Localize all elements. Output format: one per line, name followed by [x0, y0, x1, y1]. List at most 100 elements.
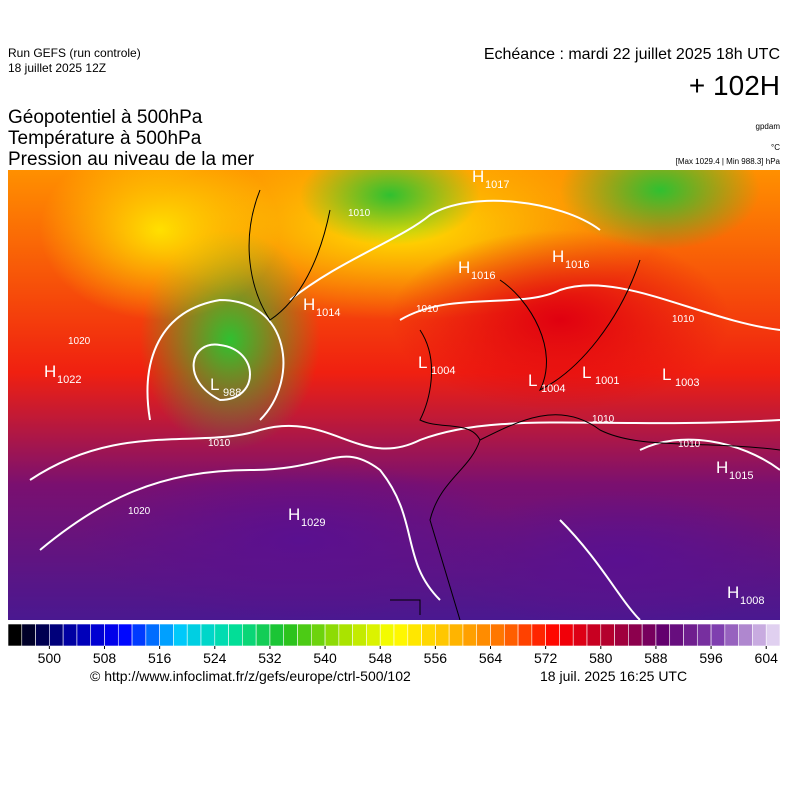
- colorbar-label: 500: [38, 650, 62, 666]
- isobar-label: 1020: [128, 506, 151, 517]
- run: Run GEFS (run controle): [8, 46, 141, 60]
- center-value: 1014: [316, 307, 340, 319]
- colorbar-cell: [503, 623, 519, 647]
- center-value: 1004: [431, 365, 455, 377]
- colorbar-cell: [338, 623, 353, 647]
- center-kind: L: [210, 375, 219, 394]
- colorbar-cell: [545, 623, 560, 647]
- colorbar-cell: [255, 623, 271, 647]
- isobar-label: 1010: [348, 208, 371, 219]
- colorbar-cell: [696, 623, 712, 647]
- isobar-label: 1010: [208, 438, 231, 449]
- center-value: 1003: [675, 377, 699, 389]
- colorbar-cell: [76, 623, 92, 647]
- colorbar-cell: [186, 623, 202, 647]
- colorbar-cell: [752, 623, 767, 647]
- center-value: 1029: [301, 517, 325, 529]
- colorbar-cell: [683, 623, 698, 647]
- center-kind: H: [716, 458, 728, 477]
- colorbar-label: 596: [699, 650, 723, 666]
- colorbar-cell: [614, 623, 629, 647]
- center-kind: H: [727, 583, 739, 602]
- colorbar-label: 580: [589, 650, 613, 666]
- layer: Pression au niveau de la mer: [8, 149, 255, 170]
- colorbar-cell: [490, 623, 505, 647]
- center-kind: H: [288, 505, 300, 524]
- colorbar-cell: [90, 623, 105, 647]
- run-date: 18 juillet 2025 12Z: [8, 61, 107, 75]
- colorbar-cell: [131, 623, 147, 647]
- colorbar-cell: [655, 623, 671, 647]
- colorbar-cell: [49, 623, 64, 647]
- colorbar-cell: [352, 623, 367, 647]
- colorbar-cell: [710, 623, 726, 647]
- colorbar-cell: [35, 623, 50, 647]
- colorbar-cell: [297, 623, 312, 647]
- isobar-label: 1010: [592, 414, 615, 425]
- colorbar-cell: [724, 623, 739, 647]
- colorbar-cell: [531, 623, 546, 647]
- unit: [Max 1029.4 | Min 988.3] hPa: [675, 157, 780, 166]
- center-value: 1001: [595, 375, 619, 387]
- colorbar-cell: [310, 623, 326, 647]
- center-kind: H: [458, 258, 470, 277]
- center-value: 1004: [541, 383, 565, 395]
- colorbar-cell: [421, 623, 436, 647]
- colorbar-label: 548: [369, 650, 393, 666]
- colorbar-label: 588: [644, 650, 668, 666]
- colorbar-cell: [324, 623, 340, 647]
- isobar-label: 1010: [678, 439, 701, 450]
- colorbar-label: 508: [93, 650, 117, 666]
- colorbar-cell: [407, 623, 422, 647]
- colorbar-cell: [283, 623, 298, 647]
- colorbar-cell: [517, 623, 533, 647]
- colorbar-cell: [738, 623, 753, 647]
- colorbar-label: 556: [424, 650, 448, 666]
- colorbar-cell: [214, 623, 229, 647]
- colorbar-cell: [62, 623, 78, 647]
- center-value: 1008: [740, 595, 764, 607]
- colorbar-cell: [765, 623, 781, 647]
- colorbar-label: 540: [313, 650, 337, 666]
- colorbar-cell: [242, 623, 257, 647]
- center-value: 1016: [471, 270, 495, 282]
- center-value: 1016: [565, 259, 589, 271]
- unit: gpdam: [755, 122, 780, 131]
- colorbar-cell: [448, 623, 464, 647]
- colorbar-cell: [476, 623, 491, 647]
- colorbar-cell: [228, 623, 243, 647]
- colorbar-cell: [669, 623, 684, 647]
- center-kind: H: [472, 167, 484, 186]
- colorbar-cell: [600, 623, 615, 647]
- unit: °C: [771, 143, 780, 152]
- colorbar-cell: [641, 623, 657, 647]
- center-kind: H: [44, 362, 56, 381]
- source: © http://www.infoclimat.fr/z/gefs/europe…: [90, 668, 411, 684]
- colorbar-cell: [572, 623, 588, 647]
- center-kind: H: [552, 247, 564, 266]
- isobar-label: 1010: [416, 304, 439, 315]
- center-value: 1022: [57, 374, 81, 386]
- colorbar-cell: [173, 623, 188, 647]
- center-value: 1017: [485, 179, 509, 191]
- colorbar-cell: [7, 623, 23, 647]
- valid-time: Echéance : mardi 22 juillet 2025 18h UTC: [483, 46, 780, 63]
- colorbar-cell: [586, 623, 602, 647]
- colorbar-cell: [104, 623, 119, 647]
- isobar-label: 1010: [672, 314, 695, 325]
- colorbar-cell: [559, 623, 574, 647]
- generated: 18 juil. 2025 16:25 UTC: [540, 668, 688, 684]
- center-kind: L: [582, 363, 591, 382]
- layer: Géopotentiel à 500hPa: [8, 107, 203, 128]
- colorbar-cell: [379, 623, 395, 647]
- colorbar-label: 572: [534, 650, 558, 666]
- center-kind: L: [528, 371, 537, 390]
- layer: Température à 500hPa: [8, 128, 202, 149]
- colorbar-cell: [117, 623, 133, 647]
- colorbar-cell: [435, 623, 450, 647]
- isobar-label: 1020: [68, 336, 91, 347]
- colorbar-cell: [269, 623, 285, 647]
- colorbar-label: 564: [479, 650, 503, 666]
